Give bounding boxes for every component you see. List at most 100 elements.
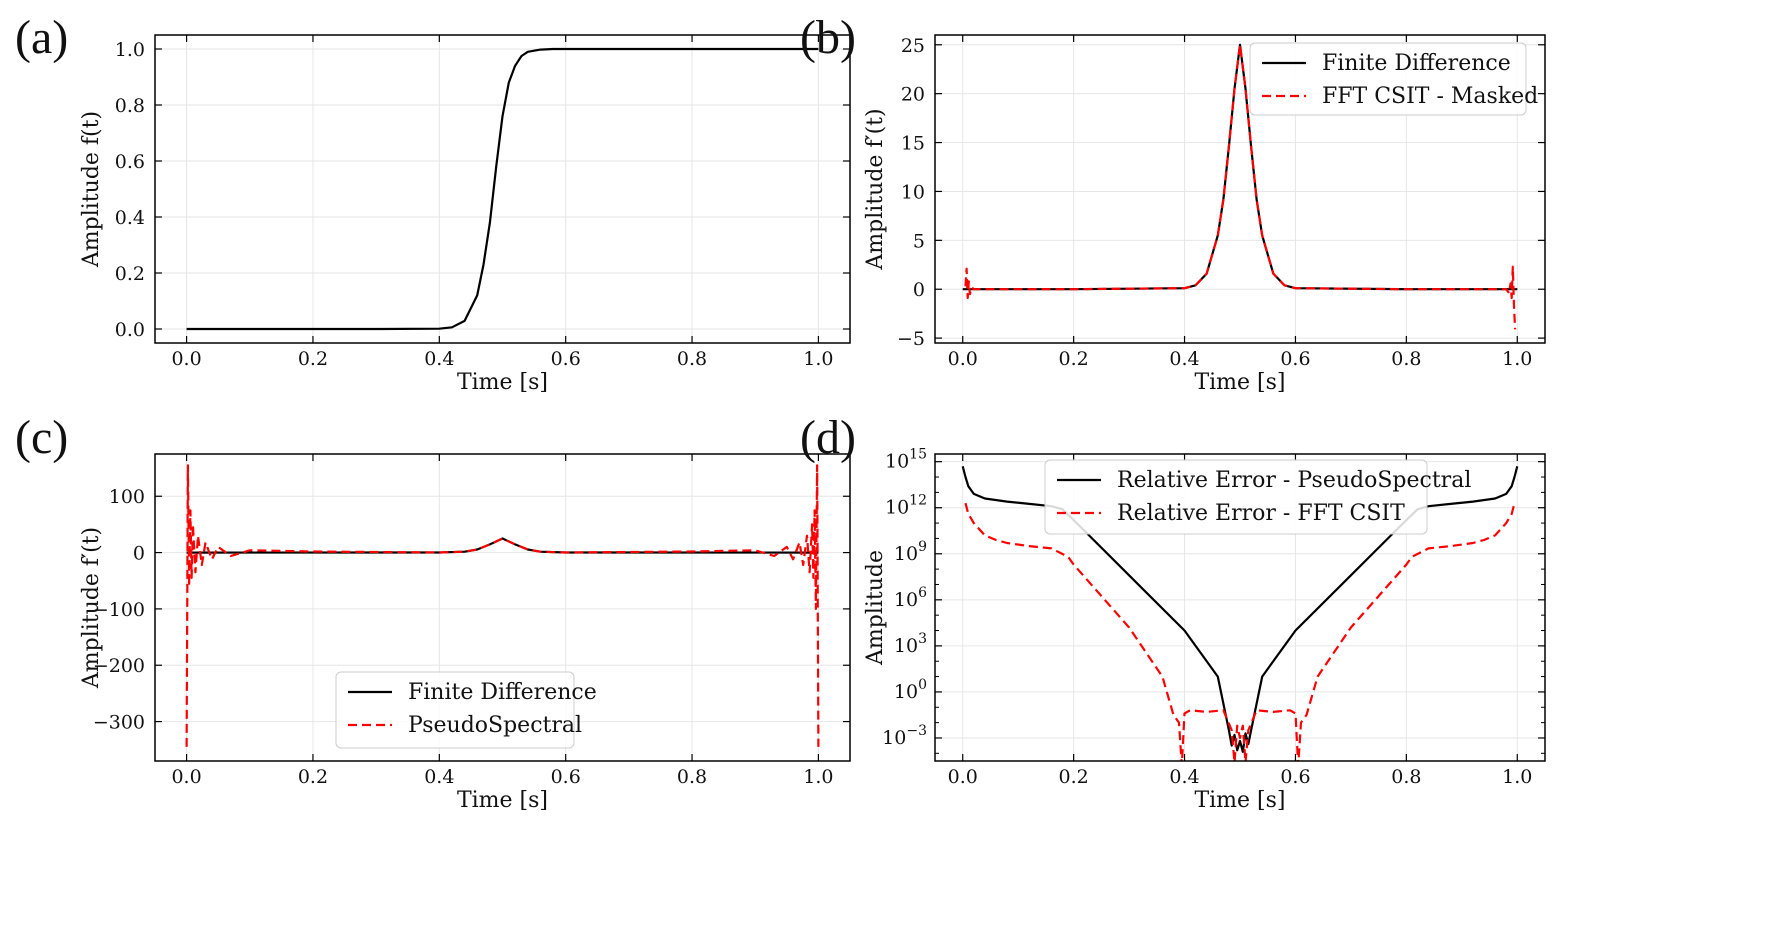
series-relative-error-pseudospectral xyxy=(961,466,1519,753)
panel-d: (d)0.0 0.2 0.4 0.6 0.8 1.010−3100103106109101… xyxy=(800,411,1546,813)
y-tick-label: 5 xyxy=(913,230,925,252)
y-tick-label: 0.2 xyxy=(115,263,145,285)
y-tick-label: 100 xyxy=(894,677,927,703)
y-tick-label: 1.0 xyxy=(115,39,145,61)
y-tick-base: 10 xyxy=(885,451,909,473)
x-tick-label: 0.8 xyxy=(1391,348,1421,370)
legend-box xyxy=(335,671,575,749)
panel-label: (c) xyxy=(15,411,68,464)
x-tick-label: 0.6 xyxy=(551,348,581,370)
panel-b: (b) 0.0 0.2 0.4 0.6 0.8 1.0 −5 0 5 10 15 20 25 Time [s… xyxy=(800,11,1546,395)
x-tick-label: 0.0 xyxy=(171,348,201,370)
y-tick-exponent: −3 xyxy=(906,723,927,739)
x-tick-label: 0.4 xyxy=(424,348,454,370)
x-tick-label: 0.2 xyxy=(1059,766,1089,788)
y-tick-exponent: 12 xyxy=(909,493,927,509)
y-tick-label: 10−3 xyxy=(882,723,927,749)
y-tick-label: 100 xyxy=(109,486,145,508)
y-tick-label: 1012 xyxy=(885,493,927,519)
axes-frame xyxy=(934,34,1546,344)
y-tick-label: −200 xyxy=(93,655,145,677)
x-axis-label: Time [s] xyxy=(457,788,548,813)
y-tick-label: 20 xyxy=(901,84,925,106)
legend: Finite Difference FFT CSIT - Masked xyxy=(1249,42,1538,116)
legend-box xyxy=(1044,459,1428,535)
x-tick-label: 0.8 xyxy=(677,348,707,370)
x-tick-label: 1.0 xyxy=(803,766,833,788)
x-tick-label: 0.6 xyxy=(551,766,581,788)
y-tick-label: 0.6 xyxy=(115,151,145,173)
legend-entry: Relative Error - FFT CSIT xyxy=(1117,501,1405,526)
legend-box xyxy=(1249,42,1527,116)
y-tick-exponent: 3 xyxy=(918,631,927,647)
y-axis-label: Amplitude f′(t) xyxy=(79,527,104,689)
legend: Finite Difference PseudoSpectral xyxy=(335,671,597,749)
legend: Relative Error - PseudoSpectral Relative … xyxy=(1044,459,1471,535)
x-tick-label: 0.8 xyxy=(677,766,707,788)
panel-a: (a) 0.0 0.2 0.4 0.6 0.8 1.0 0.0 0.2 0.4 0.6 0.8 1.0 T… xyxy=(15,11,851,395)
x-tick-label: 0.6 xyxy=(1280,348,1310,370)
panel-label: (b) xyxy=(800,11,856,64)
x-tick-label: 0.4 xyxy=(1169,766,1199,788)
y-tick-base: 10 xyxy=(894,589,918,611)
y-tick-label: 109 xyxy=(894,539,927,565)
legend-entry: Finite Difference xyxy=(1322,51,1511,76)
y-tick-base: 10 xyxy=(894,635,918,657)
x-tick-label: 0.0 xyxy=(948,766,978,788)
y-tick-exponent: 9 xyxy=(918,539,927,555)
x-tick-label: 0.0 xyxy=(171,766,201,788)
x-tick-label: 0.2 xyxy=(298,766,328,788)
y-tick-label: 0.0 xyxy=(115,319,145,341)
x-tick-label: 0.4 xyxy=(1169,348,1199,370)
y-tick-base: 10 xyxy=(885,497,909,519)
y-tick-label: 10 xyxy=(901,181,925,203)
x-tick-label: 0.2 xyxy=(298,348,328,370)
y-tick-exponent: 6 xyxy=(918,585,927,601)
legend-entry: Finite Difference xyxy=(408,680,597,705)
y-tick-label: 106 xyxy=(894,585,927,611)
axes-frame xyxy=(154,453,851,762)
y-tick-label: 1015 xyxy=(885,447,927,473)
x-tick-label: 0.0 xyxy=(948,348,978,370)
y-tick-label: 0.4 xyxy=(115,207,145,229)
y-tick-label: 0 xyxy=(133,543,145,565)
x-tick-label: 0.6 xyxy=(1280,766,1310,788)
y-tick-exponent: 15 xyxy=(909,447,927,463)
y-tick-label: 0 xyxy=(913,279,925,301)
axes-frame xyxy=(154,34,851,344)
x-tick-label: 0.2 xyxy=(1059,348,1089,370)
x-axis-label: Time [s] xyxy=(457,370,548,395)
x-tick-label: 1.0 xyxy=(1502,766,1532,788)
y-axis-label: Amplitude f(t) xyxy=(79,111,104,268)
y-axis-label: Amplitude xyxy=(863,550,888,666)
y-tick-label: 103 xyxy=(894,631,927,657)
panel-label: (a) xyxy=(15,11,68,64)
y-tick-base: 10 xyxy=(894,543,918,565)
series-f-t- xyxy=(186,47,819,331)
y-tick-label: 0.8 xyxy=(115,95,145,117)
y-tick-label: −5 xyxy=(897,328,925,350)
x-tick-label: 1.0 xyxy=(803,348,833,370)
y-tick-label: −300 xyxy=(93,712,145,734)
y-tick-base: 10 xyxy=(882,727,906,749)
grid xyxy=(155,35,850,343)
panel-label: (d) xyxy=(800,411,856,464)
legend-entry: PseudoSpectral xyxy=(408,713,582,738)
legend-entry: Relative Error - PseudoSpectral xyxy=(1117,468,1471,493)
series-group xyxy=(185,464,820,747)
y-tick-label: 15 xyxy=(901,133,925,155)
legend-entry: FFT CSIT - Masked xyxy=(1322,84,1538,109)
y-tick-base: 10 xyxy=(894,681,918,703)
y-tick-label: −100 xyxy=(93,599,145,621)
x-tick-label: 0.8 xyxy=(1391,766,1421,788)
x-axis-label: Time [s] xyxy=(1194,370,1285,395)
y-axis-label: Amplitude f′(t) xyxy=(863,108,888,270)
x-axis-label: Time [s] xyxy=(1194,788,1285,813)
series-group xyxy=(962,43,1518,330)
x-tick-label: 1.0 xyxy=(1502,348,1532,370)
y-tick-exponent: 0 xyxy=(918,677,927,693)
y-tick-label: 25 xyxy=(901,35,925,57)
axes-frame xyxy=(934,453,1546,762)
panel-c: (c) 0.0 0.2 0.4 0.6 0.8 1.0 −300 −200 −100 0 100 Tim… xyxy=(15,411,851,813)
